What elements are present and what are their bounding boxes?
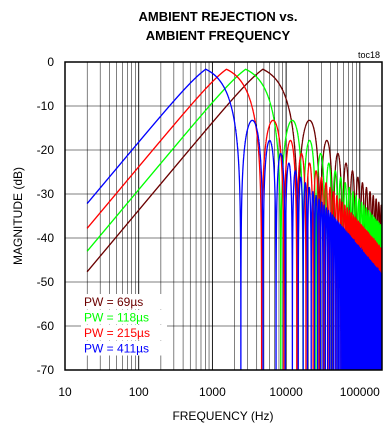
series-curve [86, 68, 382, 370]
legend-entry: PW = 69µs [84, 295, 143, 309]
x-tick-label: 10000 [269, 385, 303, 399]
x-tick-label: 1000 [199, 385, 226, 399]
legend-entry: PW = 411µs [84, 342, 149, 356]
legend-entry-background [81, 325, 167, 340]
chart-title-line2: AMBIENT FREQUENCY [146, 28, 291, 43]
chart-title-line1: AMBIENT REJECTION vs. [139, 9, 298, 24]
y-axis-label: MAGNITUDE (dB) [11, 167, 25, 265]
legend-entry-background [81, 340, 167, 356]
x-tick-labels: 10 100 1000 10000 100000 [58, 385, 380, 399]
y-tick-label: 0 [47, 55, 54, 69]
x-tick-label: 100000 [340, 385, 380, 399]
y-tick-label: -50 [37, 275, 55, 289]
y-tick-label: -20 [37, 143, 55, 157]
series-curve [86, 68, 382, 370]
y-tick-label: -60 [37, 319, 55, 333]
legend-entry: PW = 215µs [84, 326, 150, 340]
legend-entry-background [81, 309, 167, 325]
chart-annotation: toc18 [358, 50, 380, 60]
y-tick-label: -10 [37, 99, 55, 113]
y-tick-label: -40 [37, 231, 55, 245]
legend-entry: PW = 118µs [84, 311, 149, 325]
plot-frame [64, 61, 383, 371]
legend-entry-background [81, 294, 167, 309]
y-tick-labels: 0 -10 -20 -30 -40 -50 -60 -70 [37, 55, 55, 377]
y-tick-label: -70 [37, 363, 55, 377]
x-axis-label: FREQUENCY (Hz) [172, 409, 273, 423]
y-tick-label: -30 [37, 187, 55, 201]
x-tick-label: 100 [129, 385, 149, 399]
curves [86, 68, 382, 370]
x-tick-label: 10 [58, 385, 72, 399]
